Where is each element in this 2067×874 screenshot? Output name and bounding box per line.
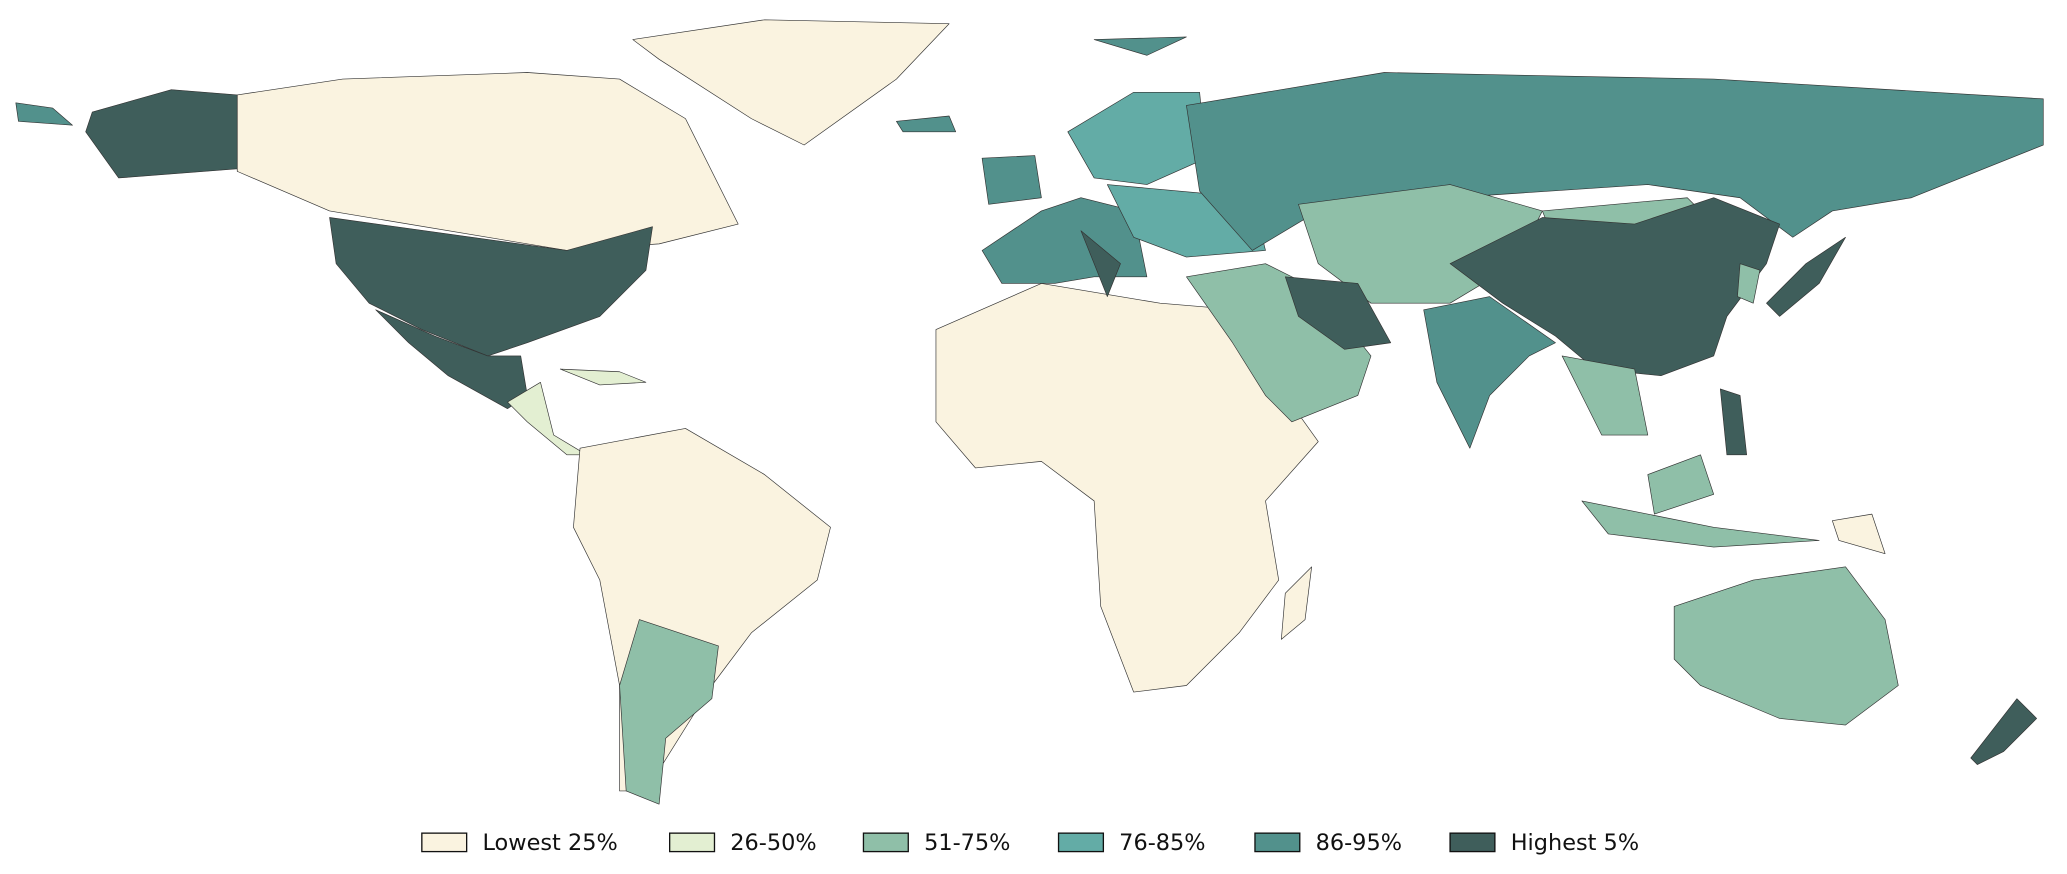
legend-label: Lowest 25% [482,830,617,856]
country-region [1080,230,1121,297]
legend-label: Highest 5% [1511,830,1639,856]
country-region [15,102,73,126]
countries [15,19,2044,805]
country-region [1647,454,1715,515]
country-region [1970,698,2038,765]
country-region [1766,236,1846,317]
legend-label: 26-50% [730,830,816,856]
country-region [236,72,739,251]
country-region [1581,500,1820,548]
legend: Lowest 25% 26-50% 51-75% 76-85% 86-95% Highes… [421,830,1639,856]
legend-swatch [421,832,468,853]
country-region [1832,513,1886,554]
country-region [1737,263,1761,304]
country-region [329,217,653,357]
country-region [981,155,1042,205]
country-region [1093,36,1187,56]
country-region [559,368,647,386]
legend-swatch [1254,832,1301,853]
legend-swatch [1057,832,1105,853]
country-region [573,428,831,792]
legend-swatch [1449,832,1496,853]
legend-label: 86-95% [1316,830,1402,856]
legend-label: 76-85% [1119,830,1205,856]
legend-swatch [669,832,716,853]
country-region [1673,566,1899,726]
country-region [1284,276,1392,350]
country-region [1280,566,1312,640]
country-region [1719,388,1747,456]
legend-swatch [862,832,909,853]
country-region [632,19,950,146]
country-region [1067,91,1207,185]
country-region [1449,197,1780,377]
country-region [619,619,719,805]
country-region [1186,72,2044,251]
country-region [1561,355,1649,436]
country-region [896,115,957,133]
legend-label: 51-75% [924,830,1010,856]
country-region [1423,296,1556,449]
